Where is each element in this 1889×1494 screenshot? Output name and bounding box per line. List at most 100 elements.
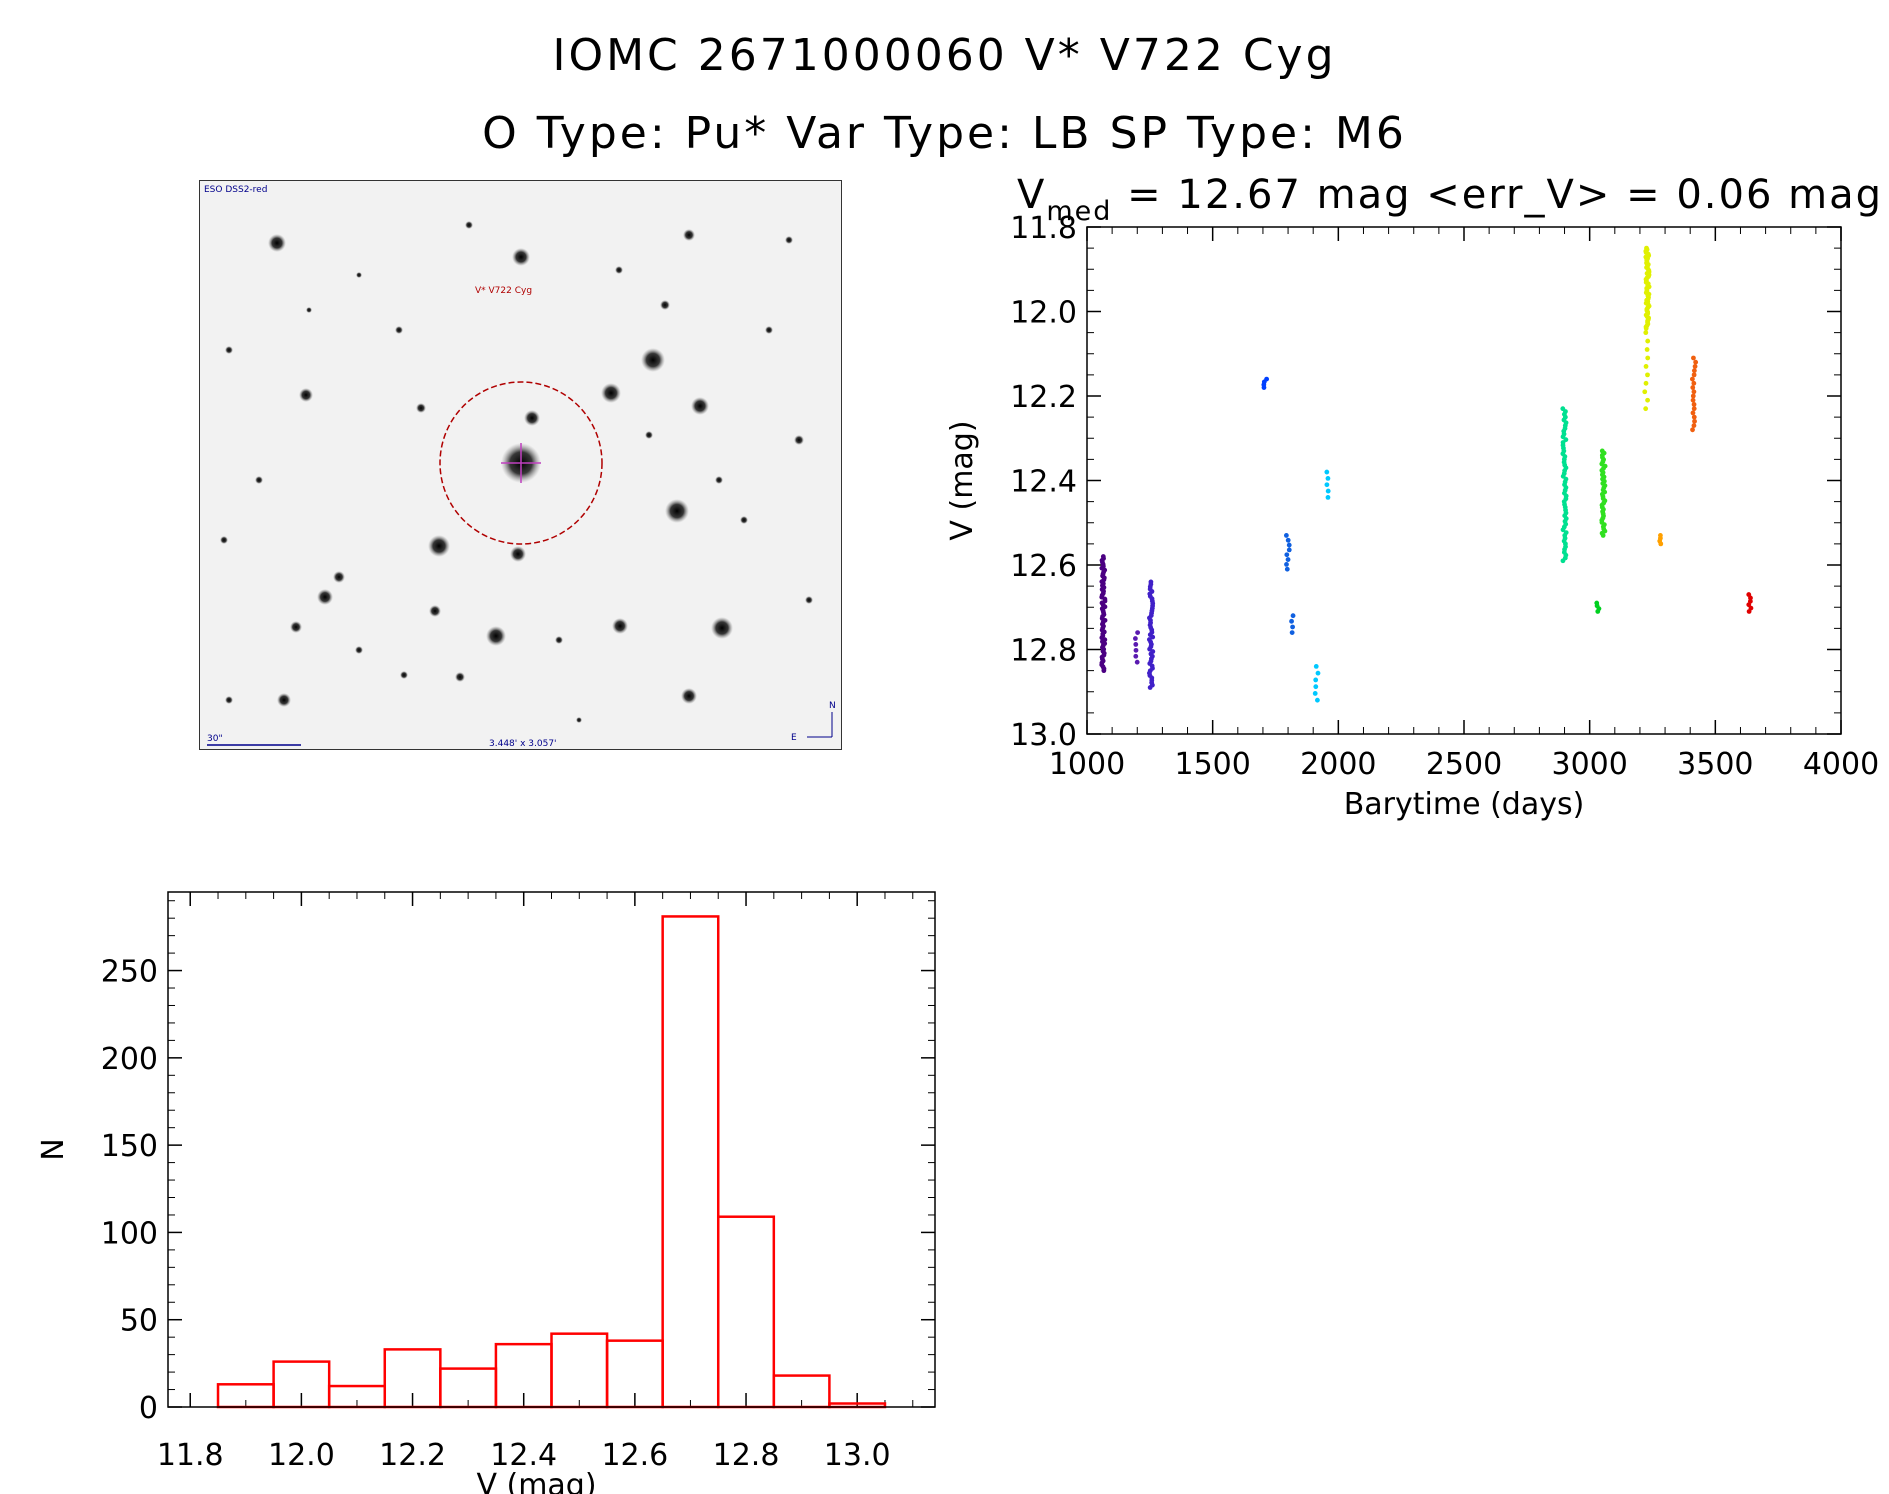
hist-bar [550,1332,609,1409]
lc-data-point [1290,613,1296,619]
lc-data-point [1286,542,1292,548]
hist-bar [439,1367,498,1409]
lc-data-point [1284,561,1289,567]
lc-data-point [1313,664,1319,669]
hist-x-tick-label: 12.8 [713,1438,780,1473]
lc-title-rest: = 12.67 mag <err_V> = 0.06 mag [1112,172,1883,218]
hist-y-axis-label: N [36,1138,71,1160]
finder-star [486,626,506,646]
finder-star [429,605,441,617]
hist-y-tick-label: 100 [101,1216,158,1251]
finder-star [555,636,563,644]
lc-data-point [1691,372,1697,378]
finder-star [512,248,530,266]
lc-data-point [1560,558,1566,564]
lc-x-tick-label: 2500 [1426,747,1502,782]
lc-data-point [1133,647,1139,653]
finder-star [711,617,733,639]
hist-bar [605,1339,664,1409]
lc-title-v: V [1017,172,1046,218]
lc-data-point [1289,630,1295,635]
lc-data-point [1690,393,1696,399]
lc-data-point [1290,624,1295,630]
lc-data-point [1643,326,1649,331]
lc-data-point [1690,427,1695,433]
finder-star [356,272,362,278]
hist-bar [716,1215,776,1409]
lc-data-point [1289,618,1294,624]
hist-y-tick-label: 200 [101,1042,158,1077]
lc-data-point [1691,368,1697,374]
hist-plot-frame [167,891,936,1408]
lc-y-tick-label: 12.0 [1010,296,1077,331]
lc-data-point [1692,364,1698,369]
lc-data-point [1315,670,1321,676]
lc-data-point [1691,380,1697,386]
finder-star [601,383,621,403]
finder-star [576,717,582,723]
lc-data-point [1325,475,1331,481]
lc-data-point [1600,533,1606,538]
finder-chart-image: ESO DSS2-red V* V722 Cyg 30" 3.448' x 3.… [199,180,842,750]
finder-star [660,300,670,310]
survey-label: ESO DSS2-red [204,185,267,195]
lc-data-point [1693,359,1699,365]
hist-x-tick-label: 11.8 [157,1438,224,1473]
lc-data-point [1101,668,1107,674]
finder-star [805,596,813,604]
finder-star [524,410,540,426]
finder-star [333,571,345,583]
lc-data-point [1313,684,1319,690]
finder-star [765,326,773,334]
lc-data-point [1325,495,1331,500]
lc-data-point [1658,541,1664,547]
lc-data-point [1313,677,1319,683]
lc-data-point [1691,423,1697,428]
finder-star [683,229,695,241]
finder-star [225,696,233,704]
lc-data-point [1691,402,1697,407]
target-name-label: V* V722 Cyg [475,286,532,296]
finder-star [510,546,526,562]
finder-star [785,236,793,244]
finder-star [691,397,709,415]
hist-x-axis-label: V (mag) [476,1468,596,1494]
hist-x-tick-label: 12.2 [379,1438,446,1473]
lc-data-point [1645,355,1651,361]
hist-y-tick-label: 0 [139,1391,158,1426]
hist-bar [327,1384,387,1409]
lc-y-tick-label: 12.6 [1010,549,1077,584]
lc-data-point [1133,642,1139,647]
lc-title-sub: med [1046,196,1112,227]
finder-star [740,516,748,524]
lc-data-point [1147,685,1153,690]
lc-data-point [1595,609,1601,614]
lc-data-point [1150,634,1156,640]
lc-x-tick-label: 2000 [1300,747,1376,782]
light-curve-chart: Vmed = 12.67 mag <err_V> = 0.06 mag 1000… [945,172,1883,822]
finder-star [355,646,363,654]
lc-data-point [1285,557,1291,562]
finder-chart: ESO DSS2-red V* V722 Cyg 30" 3.448' x 3.… [199,180,842,750]
lc-data-point [1643,364,1649,369]
hist-bar [828,1402,887,1409]
finder-stars [220,221,813,723]
lc-data-point [1691,355,1696,361]
lc-data-point [1560,527,1566,533]
hist-bar [661,915,720,1409]
lc-y-tick-label: 13.0 [1010,718,1077,753]
hist-x-tick-label: 12.6 [601,1438,668,1473]
plot-title-main: IOMC 2671000060 V* V722 Cyg [552,30,1337,81]
lc-y-tick-label: 12.2 [1010,380,1077,415]
finder-star [455,672,465,682]
finder-star [465,221,473,229]
target-circle [439,381,603,545]
hist-bar [216,1383,275,1409]
lc-data-point [1286,547,1292,553]
lc-data-point [1315,697,1320,703]
lc-data-point [1133,653,1139,659]
lc-x-axis-label: Barytime (days) [1344,787,1585,822]
lc-data-point [1324,469,1330,475]
finder-star [395,326,403,334]
finder-star [645,431,653,439]
